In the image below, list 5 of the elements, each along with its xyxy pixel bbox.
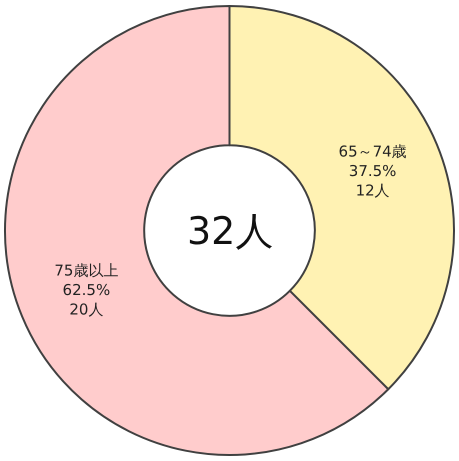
data-label: 62.5% 20人: [62, 280, 110, 318]
text: 32人: [187, 209, 274, 253]
data-label: 37.5% 12人: [348, 162, 396, 200]
slice-label: 75歳以上: [54, 261, 118, 280]
slice-label: 65～74歳: [338, 142, 407, 161]
